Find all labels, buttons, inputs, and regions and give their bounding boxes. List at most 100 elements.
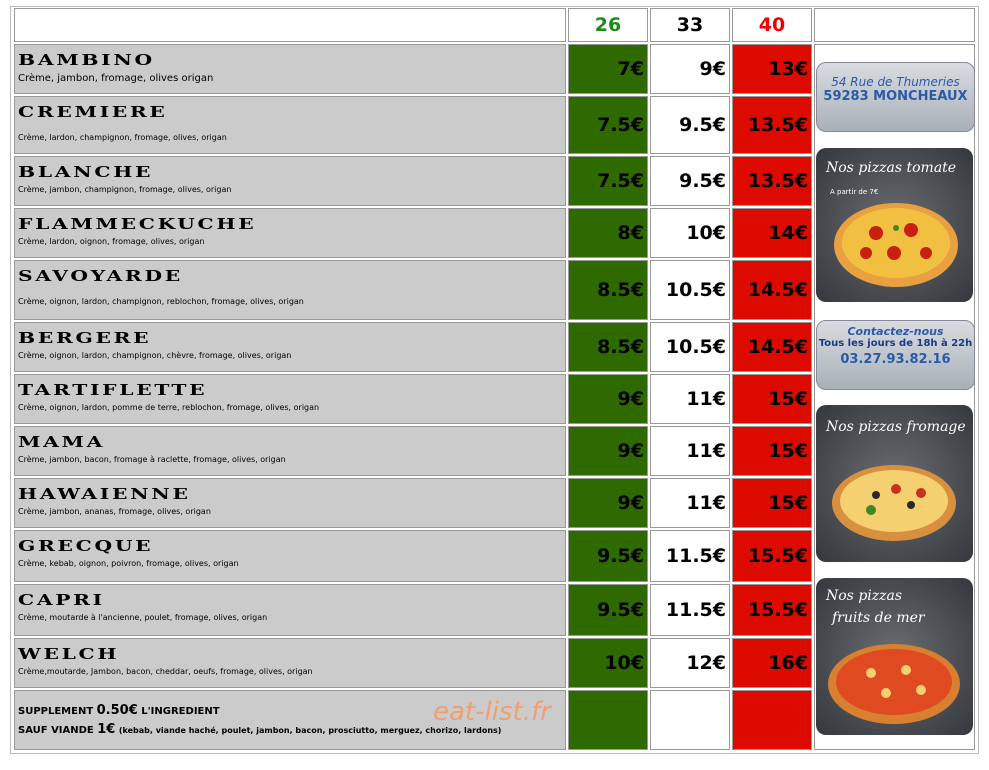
text: (kebab, viande haché, poulet, jambon, ba… xyxy=(118,726,502,735)
price: 7€ xyxy=(568,44,648,94)
panel-note: A partir de 7€ xyxy=(830,188,879,196)
pizza-name: FLAMMECKUCHE xyxy=(18,215,257,233)
price: 11€ xyxy=(650,478,730,528)
price: 10€ xyxy=(650,208,730,258)
pizza-cell: WELCH Crème,moutarde, Jambon, bacon, ched… xyxy=(14,638,566,688)
pizza-ingredients: Crème, oignon, lardon, champignon, reblo… xyxy=(18,297,304,306)
pizza-cell: SAVOYARDE Crème, oignon, lardon, champign… xyxy=(14,260,566,320)
empty-cell xyxy=(732,690,812,750)
price: 0.50€ xyxy=(96,703,138,718)
pizza-name: TARTIFLETTE xyxy=(18,381,208,399)
pizza-name: GRECQUE xyxy=(18,537,154,555)
price: 8€ xyxy=(568,208,648,258)
text: SUPPLEMENT xyxy=(18,706,94,717)
supplement-line: SUPPLEMENT 0.50€ L'INGREDIENT xyxy=(18,703,562,718)
pizza-ingredients: Crème,moutarde, Jambon, bacon, cheddar, … xyxy=(18,667,313,676)
pizza-ingredients: Crème, moutarde à l'ancienne, poulet, fr… xyxy=(18,613,268,622)
pizza-cell: MAMA Crème, jambon, bacon, fromage à racl… xyxy=(14,426,566,476)
price: 15.5€ xyxy=(732,584,812,636)
contact-panel: Contactez-nous Tous les jours de 18h à 2… xyxy=(816,320,975,390)
pizza-ingredients: Crème, jambon, champignon, fromage, oliv… xyxy=(18,185,232,194)
price: 9€ xyxy=(568,478,648,528)
supplement-line: SAUF VIANDE 1€ (kebab, viande haché, pou… xyxy=(18,722,562,737)
pizza-name: BERGERE xyxy=(18,329,152,347)
price: 15€ xyxy=(732,426,812,476)
price: 9€ xyxy=(568,374,648,424)
pizza-name: SAVOYARDE xyxy=(18,267,183,285)
pizza-cell: CREMIERE Crème, lardon, champignon, froma… xyxy=(14,96,566,154)
pizza-ingredients: Crème, lardon, champignon, fromage, oliv… xyxy=(18,133,227,142)
price: 13.5€ xyxy=(732,156,812,206)
supplement: SUPPLEMENT 0.50€ L'INGREDIENT SAUF VIAND… xyxy=(14,690,566,750)
pizza-cell: CAPRI Crème, moutarde à l'ancienne, poule… xyxy=(14,584,566,636)
address-panel: 54 Rue de Thumeries 59283 MONCHEAUX xyxy=(816,62,975,132)
pizza-cell: TARTIFLETTE Crème, oignon, lardon, pomme … xyxy=(14,374,566,424)
price: 14€ xyxy=(732,208,812,258)
text: SAUF VIANDE xyxy=(18,725,94,736)
pizza-ingredients: Crème, jambon, fromage, olives origan xyxy=(18,73,214,84)
price: 10.5€ xyxy=(650,260,730,320)
tomate-panel: Nos pizzas tomate A partir de 7€ xyxy=(816,148,973,302)
pizza-ingredients: Crème, oignon, lardon, champignon, chèvr… xyxy=(18,351,292,360)
price: 9.5€ xyxy=(650,156,730,206)
price: 7.5€ xyxy=(568,156,648,206)
pizza-cell: BLANCHE Crème, jambon, champignon, fromag… xyxy=(14,156,566,206)
price: 11€ xyxy=(650,374,730,424)
address: 59283 MONCHEAUX xyxy=(823,89,968,104)
empty-cell xyxy=(568,690,648,750)
price: 9€ xyxy=(568,426,648,476)
price: 15€ xyxy=(732,374,812,424)
panel-title: Nos pizzas fromage xyxy=(826,419,966,435)
price: 11.5€ xyxy=(650,530,730,582)
price: 15€ xyxy=(732,478,812,528)
size-header: 33 xyxy=(650,8,730,42)
price: 15.5€ xyxy=(732,530,812,582)
pizza-ingredients: Crème, oignon, lardon, pomme de terre, r… xyxy=(18,403,320,412)
price: 8.5€ xyxy=(568,260,648,320)
price: 13.5€ xyxy=(732,96,812,154)
text: L'INGREDIENT xyxy=(141,706,220,717)
pizza-name: HAWAIENNE xyxy=(18,485,191,503)
fromage-panel: Nos pizzas fromage xyxy=(816,405,973,562)
menu-table xyxy=(10,6,979,754)
pizza-name: CREMIERE xyxy=(18,103,168,121)
pizza-cell: FLAMMECKUCHE Crème, lardon, oignon, froma… xyxy=(14,208,566,258)
price: 14.5€ xyxy=(732,260,812,320)
empty-cell xyxy=(650,690,730,750)
pizza-ingredients: Crème, lardon, oignon, fromage, olives, … xyxy=(18,237,205,246)
panel-title: Nos pizzas tomate xyxy=(826,160,957,176)
contact: 03.27.93.82.16 xyxy=(840,352,951,367)
price: 8.5€ xyxy=(568,322,648,372)
price: 11.5€ xyxy=(650,584,730,636)
pizza-name: WELCH xyxy=(18,645,120,663)
price: 9.5€ xyxy=(568,530,648,582)
pizza-cell: BERGERE Crème, oignon, lardon, champignon… xyxy=(14,322,566,372)
price: 9.5€ xyxy=(568,584,648,636)
pizza-name: MAMA xyxy=(18,433,106,451)
contact: Contactez-nous xyxy=(847,325,944,338)
address: 54 Rue de Thumeries xyxy=(831,75,960,89)
pizza-illustration xyxy=(834,203,958,287)
price: 1€ xyxy=(97,722,116,737)
contact: Tous les jours de 18h à 22h xyxy=(818,338,973,349)
pizza-ingredients: Crème, kebab, oignon, poivron, fromage, … xyxy=(18,559,239,568)
pizza-name: BAMBINO xyxy=(18,51,155,69)
price: 9.5€ xyxy=(650,96,730,154)
price: 11€ xyxy=(650,426,730,476)
size-header: 26 xyxy=(568,8,648,42)
pizza-name: CAPRI xyxy=(18,591,105,609)
size-header: 40 xyxy=(732,8,812,42)
pizza-cell: BAMBINO Crème, jambon, fromage, olives or… xyxy=(14,44,566,94)
price: 16€ xyxy=(732,638,812,688)
panel-title: Nos pizzas xyxy=(826,588,903,604)
header-empty xyxy=(14,8,566,42)
price: 12€ xyxy=(650,638,730,688)
pizza-ingredients: Crème, jambon, bacon, fromage à raclette… xyxy=(18,455,286,464)
price: 10€ xyxy=(568,638,648,688)
pizza-illustration xyxy=(828,644,960,724)
watermark: eat-list.fr xyxy=(433,697,551,727)
price: 10.5€ xyxy=(650,322,730,372)
price: 9€ xyxy=(650,44,730,94)
mer-panel: Nos pizzas fruits de mer xyxy=(816,578,973,735)
